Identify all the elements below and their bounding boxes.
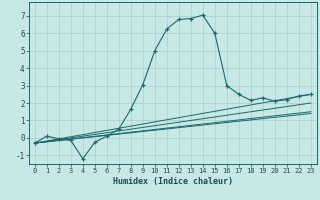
X-axis label: Humidex (Indice chaleur): Humidex (Indice chaleur) <box>113 177 233 186</box>
